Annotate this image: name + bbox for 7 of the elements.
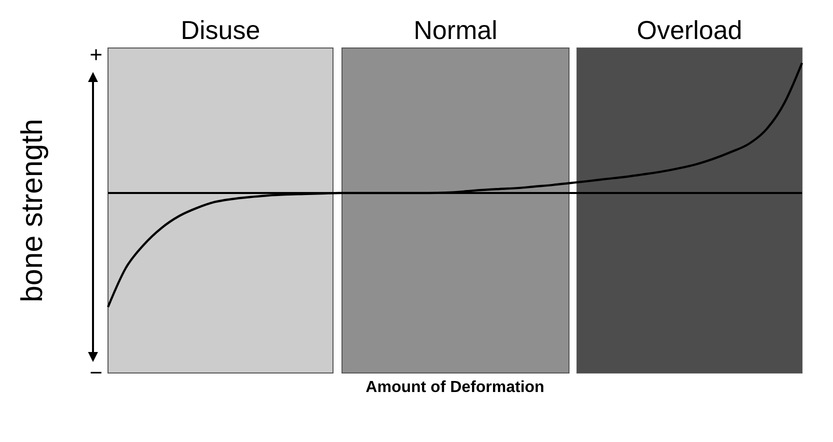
text: Normal <box>414 15 498 45</box>
x-axis-title: Amount of Deformation <box>366 379 544 396</box>
y-axis-title: bone strength <box>16 118 49 302</box>
text: Overload <box>636 15 742 45</box>
text: − <box>90 360 102 385</box>
text: Disuse <box>180 15 260 45</box>
text: + <box>90 42 102 67</box>
